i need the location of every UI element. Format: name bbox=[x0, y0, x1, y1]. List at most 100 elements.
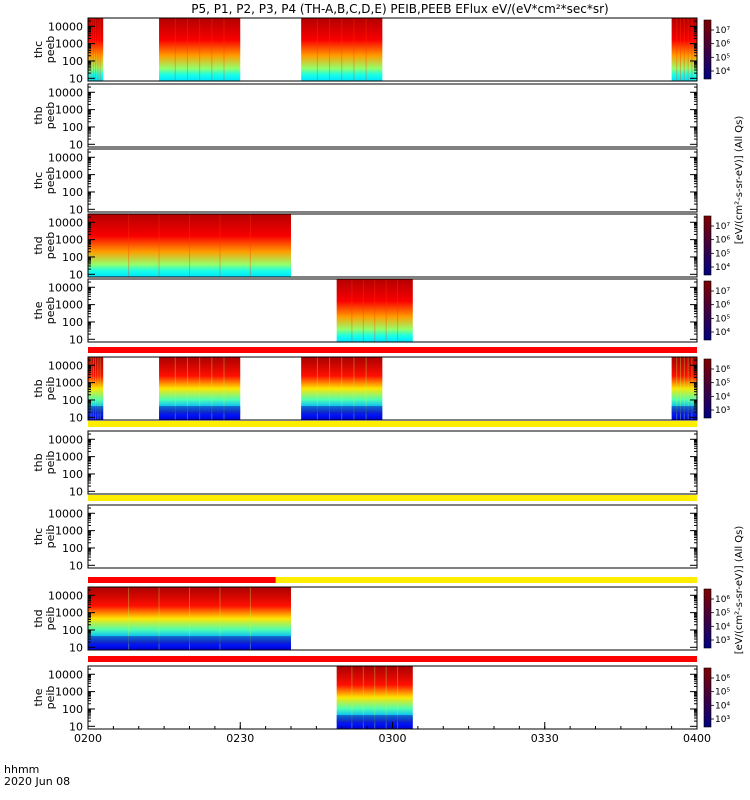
panel-product-label: peeb bbox=[44, 167, 57, 195]
colorbar bbox=[703, 358, 712, 419]
y-tick-label: 100 bbox=[62, 55, 83, 68]
y-tick-label: 1000 bbox=[55, 451, 83, 464]
panel-frame bbox=[87, 278, 698, 343]
y-tick-label: 100 bbox=[62, 468, 83, 481]
y-tick-label: 100 bbox=[62, 394, 83, 407]
y-tick-label: 10 bbox=[69, 485, 83, 498]
colorbar-tick-label: 10⁷ bbox=[715, 26, 730, 36]
panel-probe-label: thd bbox=[32, 236, 45, 254]
colorbar-tick-label: 10⁵ bbox=[715, 314, 730, 324]
y-tick-label: 10000 bbox=[48, 20, 83, 33]
panel-probe-label: thc bbox=[32, 41, 45, 58]
panel-label: thdpeib bbox=[32, 607, 57, 631]
panel-label: thepeeb bbox=[32, 297, 57, 325]
y-tick-label: 100 bbox=[62, 624, 83, 637]
colorbar-tick-label: 10⁵ bbox=[715, 688, 730, 698]
colorbar-tick-label: 10⁴ bbox=[715, 701, 730, 711]
y-tick-label: 1000 bbox=[55, 299, 83, 312]
colorbar-tick-label: 10³ bbox=[715, 636, 730, 646]
figure-title: P5, P1, P2, P3, P4 (TH-A,B,C,D,E) PEIB,P… bbox=[191, 2, 608, 16]
y-tick-label: 10000 bbox=[48, 281, 83, 294]
colorbar-tick-label: 10⁴ bbox=[715, 263, 730, 273]
colorbar-tick-label: 10⁴ bbox=[715, 392, 730, 402]
panel-probe-label: thc bbox=[32, 172, 45, 189]
colorbar-tick-label: 10³ bbox=[715, 715, 730, 725]
colorbar bbox=[703, 667, 712, 728]
y-tick-label: 100 bbox=[62, 703, 83, 716]
quality-flag-bar bbox=[88, 656, 697, 662]
panel-frame bbox=[87, 504, 698, 569]
y-tick-label: 10 bbox=[69, 203, 83, 216]
colorbar-tick-label: 10⁴ bbox=[715, 622, 730, 632]
x-tick-label: 0200 bbox=[74, 732, 102, 745]
date-label: 2020 Jun 08 bbox=[4, 775, 70, 788]
y-tick-label: 10 bbox=[69, 72, 83, 85]
y-tick-label: 1000 bbox=[55, 686, 83, 699]
panel-label: thdpeeb bbox=[32, 232, 57, 260]
y-tick-label: 10000 bbox=[48, 86, 83, 99]
y-tick-label: 1000 bbox=[55, 104, 83, 117]
quality-flag-bar bbox=[275, 577, 697, 583]
y-tick-label: 1000 bbox=[55, 525, 83, 538]
colorbar bbox=[703, 280, 712, 341]
spectrogram-segment bbox=[88, 214, 291, 277]
colorbar-tick-label: 10⁴ bbox=[715, 67, 730, 77]
colorbar-tick-label: 10³ bbox=[715, 406, 730, 416]
y-tick-label: 10000 bbox=[48, 216, 83, 229]
y-tick-label: 10000 bbox=[48, 151, 83, 164]
y-tick-label: 10 bbox=[69, 411, 83, 424]
y-tick-label: 10000 bbox=[48, 589, 83, 602]
panel-label: thbpeib bbox=[32, 451, 57, 475]
panel-probe-label: thb bbox=[32, 106, 45, 124]
panel-product-label: peib bbox=[44, 451, 57, 475]
panel-probe-label: thc bbox=[32, 528, 45, 545]
y-tick-label: 10000 bbox=[48, 507, 83, 520]
colorbar-tick-label: 10⁵ bbox=[715, 379, 730, 389]
y-tick-label: 1000 bbox=[55, 377, 83, 390]
y-tick-label: 10 bbox=[69, 333, 83, 346]
x-tick-label: 0230 bbox=[226, 732, 254, 745]
y-tick-label: 10 bbox=[69, 268, 83, 281]
colorbar bbox=[703, 588, 712, 649]
quality-flag-bar bbox=[88, 495, 697, 501]
panel-probe-label: thd bbox=[32, 609, 45, 627]
x-tick-label: 0400 bbox=[683, 732, 711, 745]
colorbar-tick-label: 10⁶ bbox=[715, 301, 730, 311]
y-tick-label: 100 bbox=[62, 121, 83, 134]
y-tick-label: 10000 bbox=[48, 359, 83, 372]
colorbar-tick-label: 10⁶ bbox=[715, 40, 730, 50]
panel-label: thbpeeb bbox=[32, 102, 57, 130]
colorbar-tick-label: 10⁵ bbox=[715, 249, 730, 259]
panel-label: thepeib bbox=[32, 686, 57, 710]
panel-product-label: peib bbox=[44, 377, 57, 401]
spectrogram-segment bbox=[301, 18, 383, 81]
spectrogram-segment bbox=[336, 279, 413, 342]
low-energy-band bbox=[159, 406, 241, 414]
panel-frame bbox=[87, 356, 698, 421]
y-tick-label: 100 bbox=[62, 251, 83, 264]
colorbar-tick-label: 10⁷ bbox=[715, 287, 730, 297]
panel-product-label: peib bbox=[44, 686, 57, 710]
panel-probe-label: the bbox=[32, 301, 45, 319]
colorbar-tick-label: 10⁴ bbox=[715, 328, 730, 338]
panel-probe-label: thb bbox=[32, 453, 45, 471]
low-energy-band bbox=[88, 406, 104, 414]
panel-frame bbox=[87, 430, 698, 495]
y-tick-label: 10 bbox=[69, 641, 83, 654]
y-tick-label: 10000 bbox=[48, 433, 83, 446]
panel-frame bbox=[87, 83, 698, 148]
colorbar-tick-label: 10⁵ bbox=[715, 609, 730, 619]
y-tick-label: 1000 bbox=[55, 169, 83, 182]
panel-label: thbpeib bbox=[32, 377, 57, 401]
panel-product-label: peeb bbox=[44, 297, 57, 325]
y-tick-label: 100 bbox=[62, 316, 83, 329]
